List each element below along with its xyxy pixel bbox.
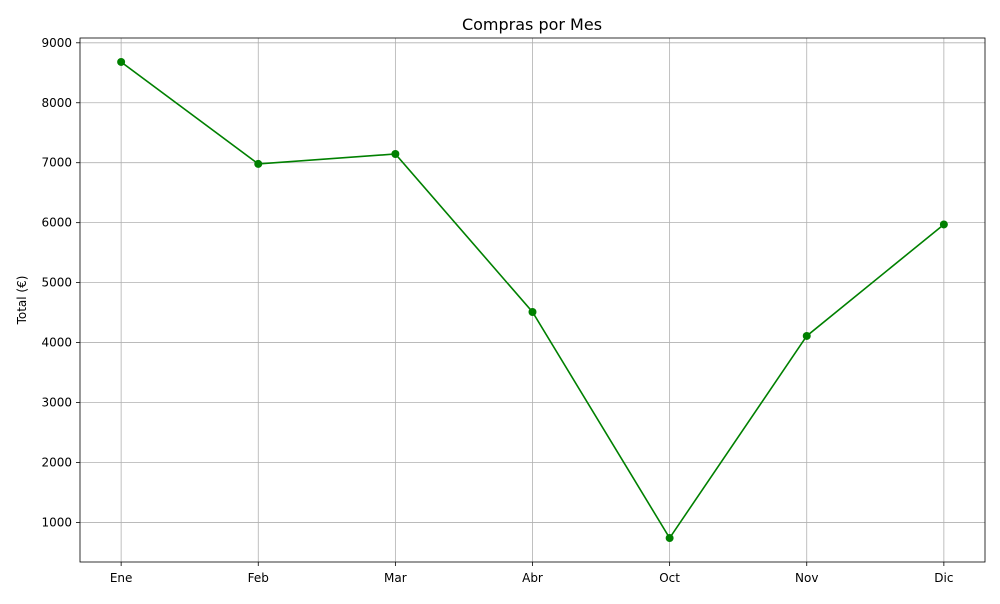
y-tick-label: 5000	[41, 276, 72, 290]
chart-title: Compras por Mes	[462, 15, 602, 34]
data-point	[117, 57, 126, 66]
y-tick-label: 2000	[41, 455, 72, 469]
x-tick-label: Oct	[659, 571, 680, 585]
y-ticks: 1000 2000 3000 4000 5000 6000 7000 8000 9000	[41, 36, 80, 529]
data-point	[254, 159, 263, 168]
y-tick-label: 7000	[41, 156, 72, 170]
y-axis-label: Total (€)	[15, 276, 29, 326]
y-tick-label: 3000	[41, 396, 72, 410]
grid-lines	[80, 38, 985, 562]
y-tick-label: 4000	[41, 336, 72, 350]
y-tick-label: 6000	[41, 216, 72, 230]
data-point	[802, 331, 811, 340]
x-tick-label: Feb	[248, 571, 269, 585]
data-point	[528, 307, 537, 316]
data-point	[391, 150, 400, 159]
x-ticks: Ene Feb Mar Abr Oct Nov Dic	[110, 562, 953, 585]
y-tick-label: 1000	[41, 515, 72, 529]
x-tick-label: Nov	[795, 571, 818, 585]
x-tick-label: Mar	[384, 571, 407, 585]
x-tick-label: Ene	[110, 571, 133, 585]
data-series	[117, 57, 948, 543]
x-tick-label: Dic	[934, 571, 953, 585]
data-point	[939, 220, 948, 229]
x-tick-label: Abr	[522, 571, 543, 585]
y-tick-label: 8000	[41, 96, 72, 110]
data-point	[665, 534, 674, 543]
y-tick-label: 9000	[41, 36, 72, 50]
